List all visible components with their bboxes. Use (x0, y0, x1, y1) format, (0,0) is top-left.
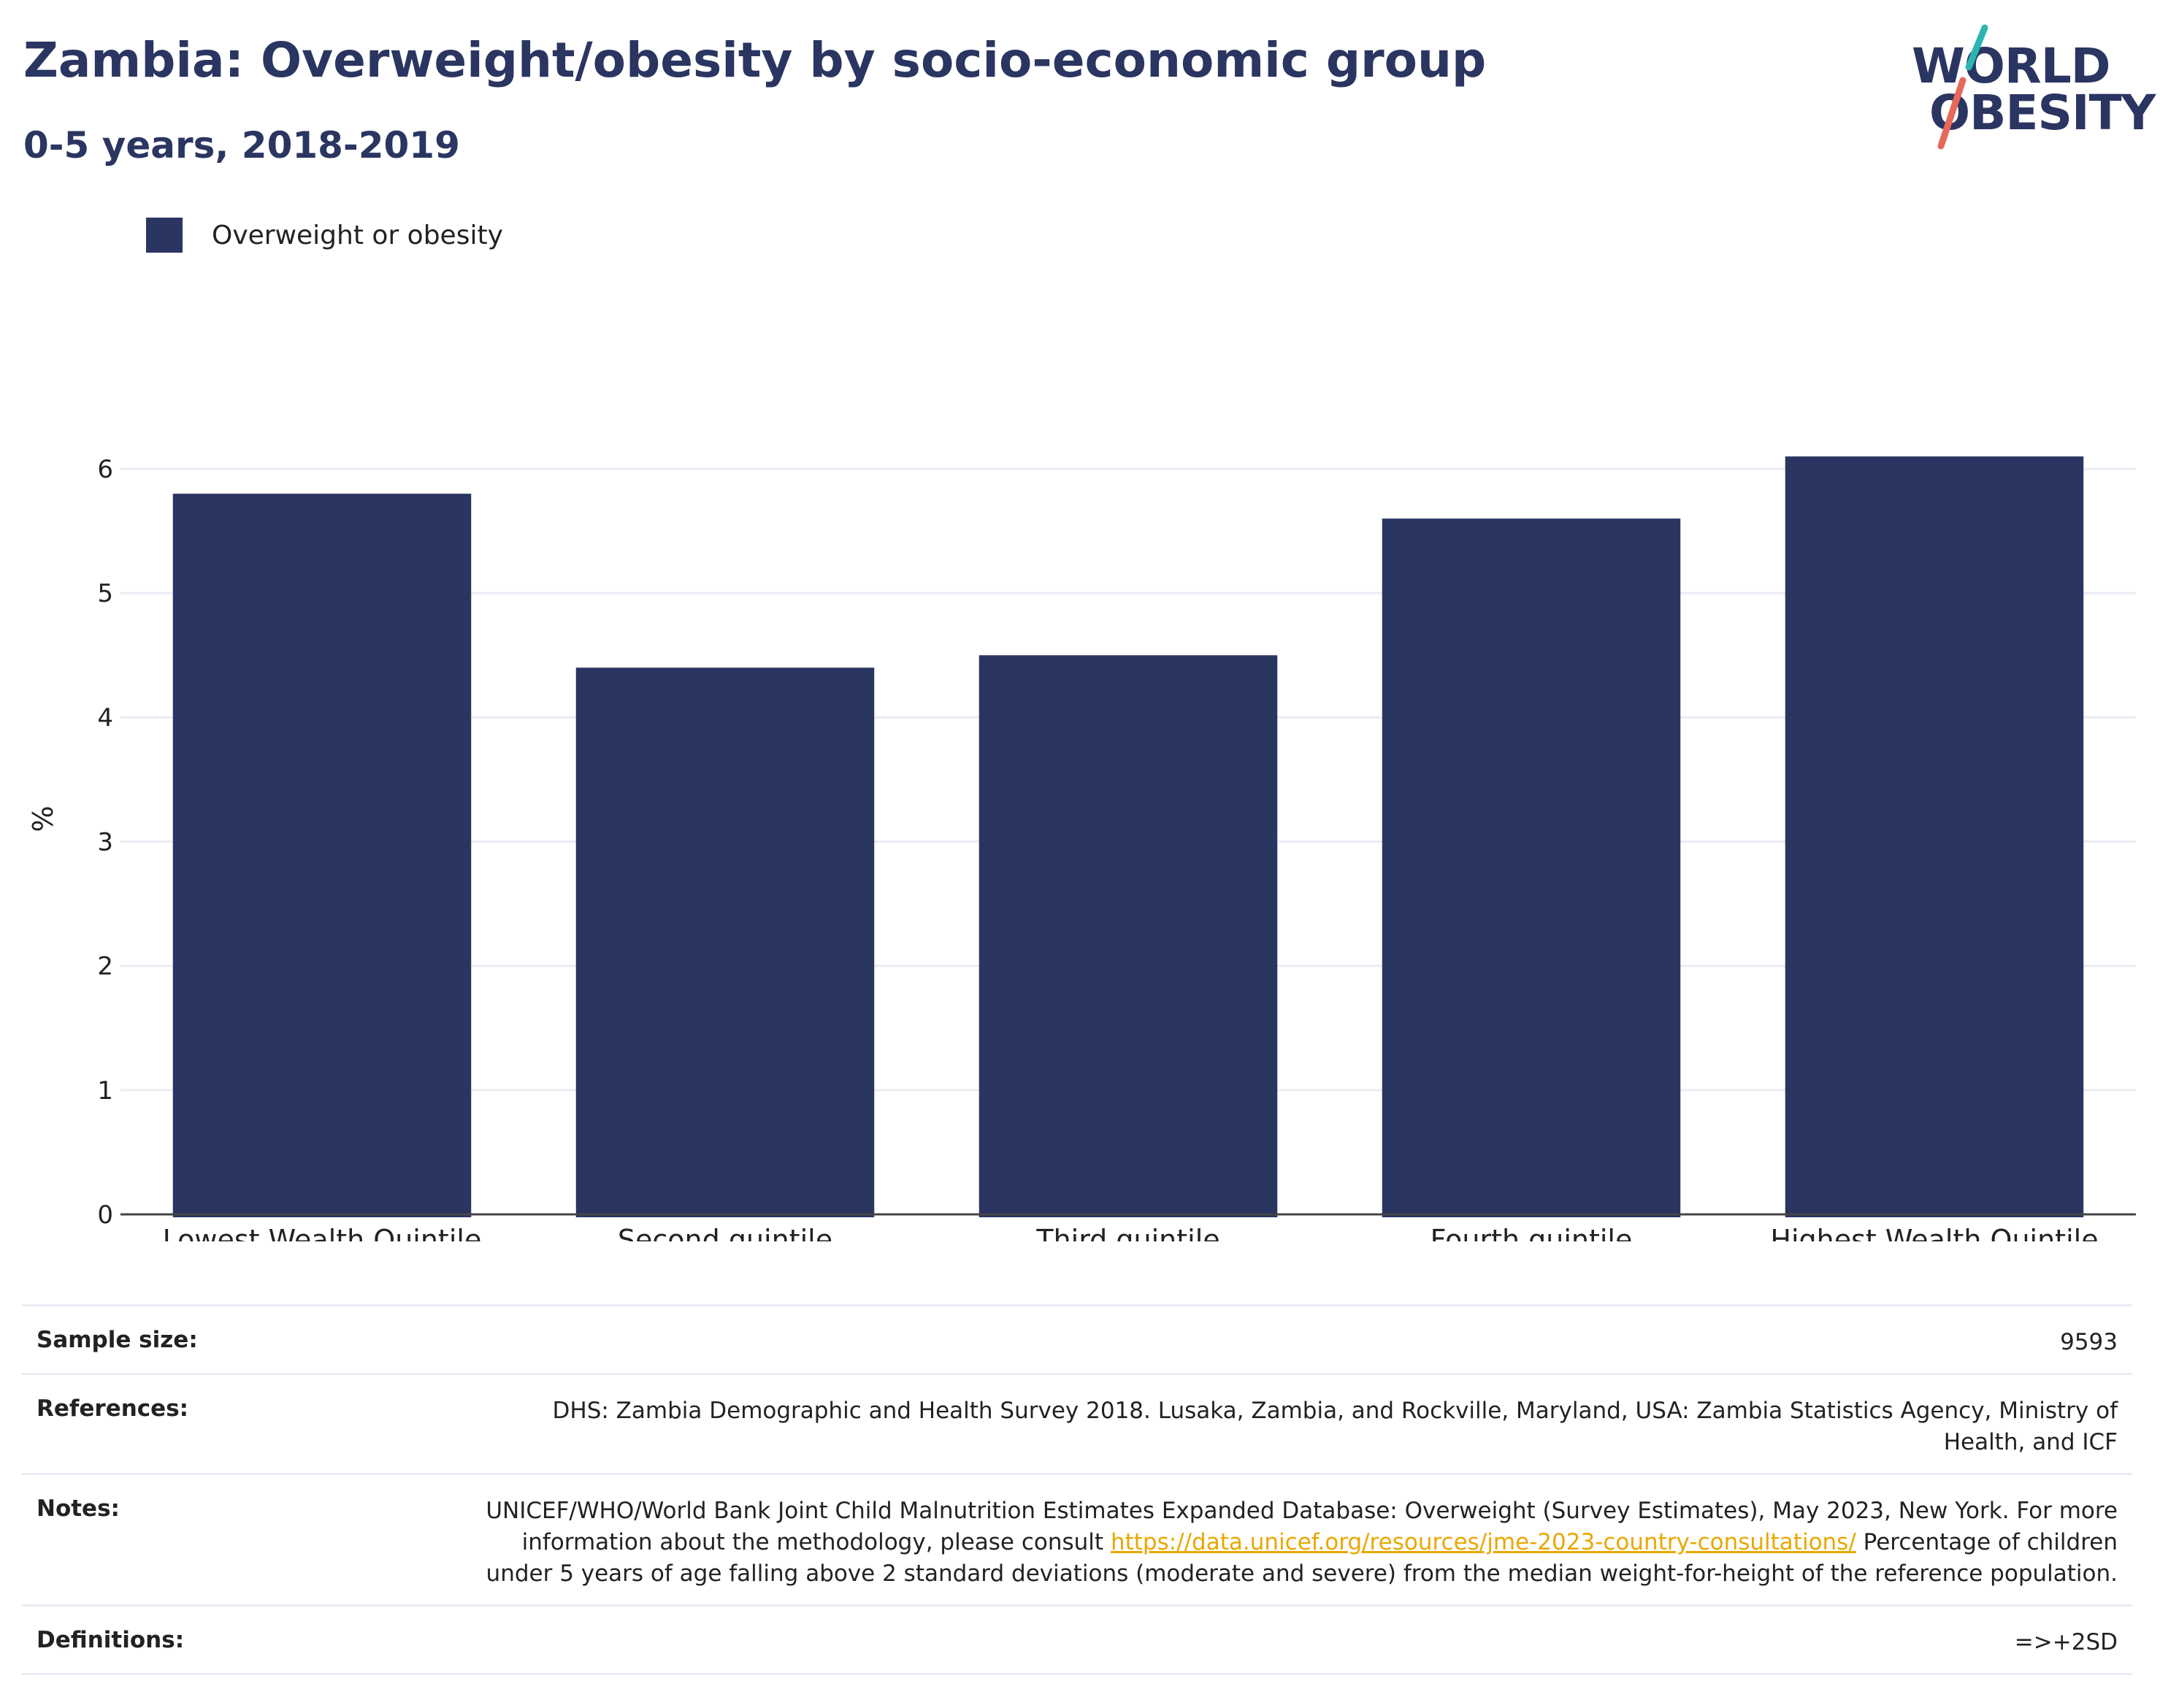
references-value: DHS: Zambia Demographic and Health Surve… (552, 1398, 2118, 1455)
bar-chart: 0 1 2 3 4 5 6% Lowest Wealth Quintile Second qui… (27, 455, 2136, 1241)
y-axis-label: % (27, 805, 59, 832)
world-obesity-logo: WORLD OBESITY (1899, 22, 2156, 153)
y-tick-label: 6 (97, 455, 113, 484)
references-label: References: (37, 1395, 189, 1422)
logo-line-2: OBESITY (1929, 85, 2156, 141)
x-tick-label: Highest Wealth Quintile (1770, 1224, 2098, 1241)
notes-text-before: UNICEF/WHO/World Bank Joint Child Malnut… (486, 1498, 2118, 1555)
logo-line-1: WORLD (1912, 38, 2111, 94)
notes-text-after: Percentage of children under 5 years of … (486, 1529, 2118, 1587)
y-tick-label: 0 (97, 1200, 113, 1230)
x-tick-label: Lowest Wealth Quintile (163, 1224, 482, 1241)
legend-label: Overweight or obesity (212, 221, 503, 250)
bar-lowest-wealth-quintile (172, 494, 472, 1217)
chart-title: Zambia: Overweight/obesity by socio-econ… (23, 32, 1487, 88)
y-tick-label: 5 (97, 579, 113, 608)
info-table: Sample size: 9593 References: DHS: Zambi… (22, 1304, 2132, 1675)
info-row-definitions: Definitions: =>+2SD (22, 1604, 2132, 1675)
x-tick-label: Fourth quintile (1431, 1224, 1633, 1241)
info-row-sample-size: Sample size: 9593 (22, 1304, 2132, 1373)
logo-slash-icon (1937, 24, 1988, 150)
sample-size-value: 9593 (2060, 1329, 2118, 1355)
x-tick-label: Second quintile (618, 1224, 832, 1241)
y-tick-label: 3 (97, 828, 113, 857)
x-tick-label: Third quintile (1035, 1224, 1219, 1241)
sample-size-label: Sample size: (37, 1327, 198, 1353)
notes-value: UNICEF/WHO/World Bank Joint Child Malnut… (475, 1496, 2118, 1590)
notes-label: Notes: (37, 1496, 120, 1522)
notes-link[interactable]: https://data.unicef.org/resources/jme-20… (1110, 1529, 1856, 1555)
y-tick-label: 1 (97, 1076, 113, 1106)
bar-fourth-quintile (1382, 518, 1681, 1217)
info-row-notes: Notes: UNICEF/WHO/World Bank Joint Child… (22, 1473, 2132, 1604)
y-tick-label: 4 (97, 703, 113, 732)
y-tick-label: 2 (97, 952, 113, 981)
chart-subtitle: 0-5 years, 2018-2019 (23, 124, 460, 166)
bar-third-quintile (978, 655, 1278, 1217)
legend-swatch (146, 218, 183, 253)
bar-second-quintile (575, 667, 875, 1217)
definitions-label: Definitions: (37, 1627, 185, 1653)
definitions-value: =>+2SD (2014, 1629, 2118, 1655)
bar-highest-wealth-quintile (1785, 456, 2084, 1218)
info-row-references: References: DHS: Zambia Demographic and … (22, 1373, 2132, 1473)
